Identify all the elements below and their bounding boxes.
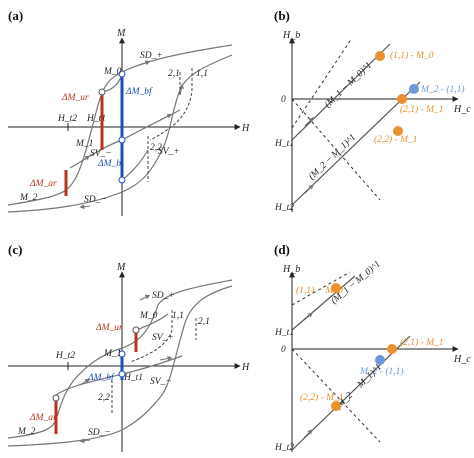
line-upper-label: (M_1 − M_0)^1 [329,259,383,307]
pt-m2-11-label: M_2 - (1,1) [359,366,404,377]
m0-label: M_0 [139,311,158,321]
panel-d-label: (d) [274,242,290,257]
pt-21-label: (2,1) - M_1 [400,104,444,115]
panel-b-label: (b) [274,8,290,23]
sd-minus-label: SD_− [84,195,107,205]
ht1-label: H_t1 [123,373,143,383]
ht2-label: H_t2 [55,351,75,361]
b11-label: 1,1 [172,311,184,321]
m2-label: M_2 [17,427,36,437]
dm-bf-label: ΔM_bf [87,372,115,383]
sv-minus-label: SV_− [90,149,112,159]
m-axis-label: M [116,28,126,39]
pt-11-label: (1,1) - M_0 [390,50,434,61]
inner-lower [121,149,149,181]
ht2-label: H_t2 [57,114,77,124]
m2-label: M_2 [19,193,38,203]
h-axis-label: H [241,123,250,134]
sv-minus-label: SV_− [150,377,172,387]
m0-label: M_0 [103,67,122,77]
dm-ar-label: ΔM_ar [29,179,57,189]
dm-ur-label: ΔM_ur [95,323,123,333]
line-lower-label: (M_2 − M_1)^1 [306,132,358,182]
sv-plus-label: SV_+ [152,333,174,343]
pt-21-label: (2,1) - M_1 [400,337,444,348]
sd-plus-label: SD_+ [140,51,163,61]
panel-a-label: (a) [8,8,23,23]
dm-ur-label: ΔM_ur [61,93,89,103]
zero-label: 0 [281,345,286,355]
major-loop-upper [7,44,233,206]
b22-label: 2,2 [150,143,162,153]
branch-1-1 [149,68,193,141]
b11-label: 1,1 [196,69,208,79]
pt-11-label: (1,1) − M_0 [296,285,343,296]
b22-label: 2,2 [98,393,110,403]
ht1-label: H_t1 [274,328,294,338]
pt-22-label: (2,2) - M_1 [300,392,344,403]
h-axis-label: H [241,362,250,373]
ht2-label: H_t2 [274,443,294,453]
major-loop-lower [7,54,233,213]
hc-label: H_c [453,104,471,115]
line-upper-label: (M_1 − M_0)^1 [322,60,374,110]
m1-label: M_1 [75,139,93,149]
dm-bl-label: ΔM_bl [97,159,124,169]
panel-c-label: (c) [8,242,22,257]
panel-a: (a) M H H_t2 H_t1 [7,8,250,216]
panel-c: (c) M H H_t2 H_t1 M_0 M_1 M_2 SD_+ SD_− … [7,242,250,452]
zero-label: 0 [281,95,286,105]
panel-b: (b) H_b H_c 0 H_t1 H_t2 (M_1 − M_0)^1 (M… [274,8,471,213]
m1-label: M_1 [103,349,121,359]
dm-bf-label: ΔM_bf [125,86,153,97]
sd-minus-label: SD_− [88,428,111,438]
ht1-label: H_t1 [274,139,294,149]
b21-label: 2,1 [198,317,210,327]
sv-plus-label: SV_+ [158,147,180,157]
inner-top [101,74,123,93]
pt-22-label: (2,2) - M_1 [374,134,418,145]
m-axis-label: M [116,262,126,273]
sd-plus-label: SD_+ [152,291,175,301]
ht2-label: H_t2 [274,203,294,213]
dm-ar-label: ΔM_ar [29,413,57,423]
b21-label: 2,1 [168,69,180,79]
panel-d: (d) H_b H_c 0 H_t1 H_t2 (M_1 − M_0)^1 (M… [274,242,471,453]
ht1-label: H_t1 [86,114,106,124]
hb-label: H_b [282,264,300,275]
pt-m2-11-label: M_2 - (1,1) [420,84,465,95]
hc-label: H_c [453,354,471,365]
hb-label: H_b [282,30,300,41]
